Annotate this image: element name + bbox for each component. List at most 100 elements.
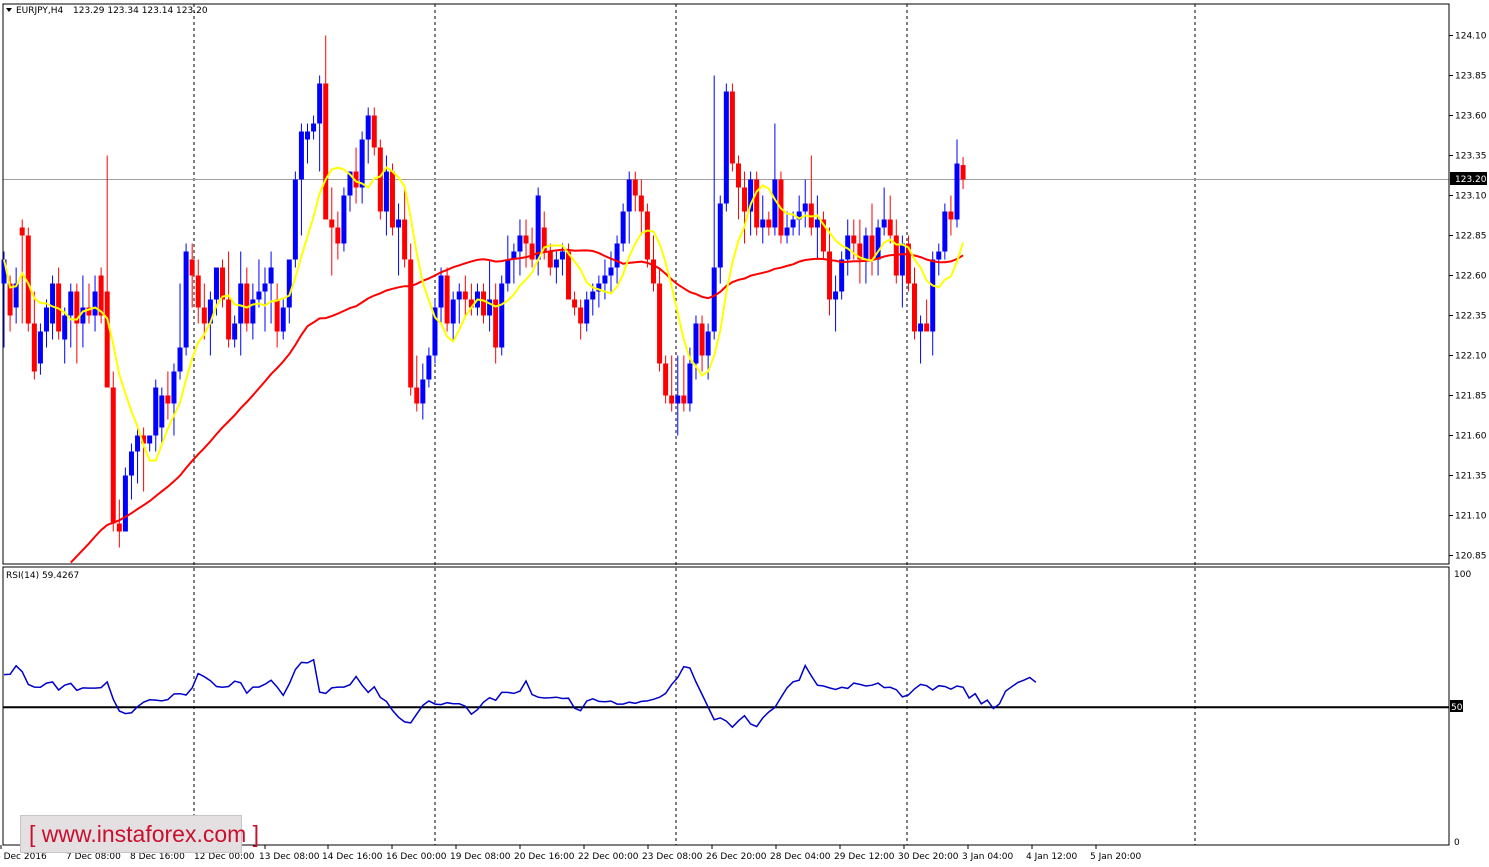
candle-body xyxy=(50,283,56,324)
time-tick-label: 23 Dec 08:00 xyxy=(642,852,703,862)
chart-dropdown-icon[interactable] xyxy=(6,8,12,12)
bearish-candle xyxy=(523,219,529,268)
candle-body xyxy=(195,275,201,308)
bullish-candle xyxy=(359,131,365,204)
candle-body xyxy=(705,331,711,356)
time-axis-ticks: 6 Dec 2016 7 Dec 08:00 8 Dec 16:00 12 Dec 0… xyxy=(0,845,1142,862)
time-tick-label: 30 Dec 20:00 xyxy=(898,852,959,862)
bearish-candle xyxy=(226,251,232,348)
bearish-candle xyxy=(766,211,772,236)
bearish-candle xyxy=(25,227,31,332)
price-tick-label: 121.85 xyxy=(1455,392,1487,402)
time-tick-label: 12 Dec 00:00 xyxy=(194,852,255,862)
candle-body xyxy=(347,171,353,196)
bearish-candle xyxy=(329,187,335,276)
candle-body xyxy=(19,227,25,236)
price-tick-label: 123.10 xyxy=(1455,192,1487,202)
bullish-candle xyxy=(286,259,292,324)
price-tick-label: 124.10 xyxy=(1455,32,1487,42)
candle-body xyxy=(104,291,110,388)
bullish-candle xyxy=(256,259,262,308)
bullish-candle xyxy=(590,283,596,316)
candle-body xyxy=(335,227,341,244)
bullish-candle xyxy=(171,363,177,436)
bullish-candle xyxy=(499,275,505,356)
bearish-candle xyxy=(669,355,675,412)
candle-body xyxy=(31,323,37,372)
bullish-candle xyxy=(511,243,517,284)
bearish-candle xyxy=(189,243,195,308)
bearish-candle xyxy=(335,211,341,260)
candle-body xyxy=(942,211,948,252)
bullish-candle xyxy=(450,291,456,340)
rsi-line xyxy=(3,658,1037,729)
candle-body xyxy=(493,299,499,348)
candle-body xyxy=(632,179,638,196)
bullish-candle xyxy=(505,235,511,292)
candle-body xyxy=(414,387,420,404)
candle-body xyxy=(341,195,347,244)
rsi-level-tag-bg xyxy=(1450,700,1463,712)
candle-body xyxy=(608,267,614,276)
candle-body xyxy=(268,267,274,284)
candle-body xyxy=(468,299,474,308)
candle-body xyxy=(887,219,893,236)
candle-body xyxy=(614,243,620,268)
candle-body xyxy=(450,299,456,324)
candle-body xyxy=(899,243,905,276)
bearish-candle xyxy=(699,315,705,372)
bearish-candle xyxy=(742,171,748,244)
bullish-candle xyxy=(13,267,19,324)
candle-body xyxy=(735,163,741,188)
bullish-candle xyxy=(153,379,159,452)
bearish-candle xyxy=(353,147,359,204)
candle-body xyxy=(541,227,547,252)
candle-body xyxy=(25,235,31,324)
bullish-candle xyxy=(135,427,141,484)
bearish-candle xyxy=(468,283,474,316)
candle-body xyxy=(566,251,572,300)
bullish-candle xyxy=(250,283,256,340)
price-panel-border xyxy=(2,3,1450,565)
candle-body xyxy=(98,275,104,316)
bullish-candle xyxy=(602,259,608,300)
bullish-candle xyxy=(159,387,165,444)
time-tick-label: 29 Dec 12:00 xyxy=(834,852,895,862)
bullish-candle xyxy=(784,211,790,244)
bearish-candle xyxy=(857,219,863,284)
candle-body xyxy=(420,379,426,404)
bullish-candle xyxy=(238,251,244,356)
price-axis-ticks: 124.10 123.85 123.60 123.35 123.10 122.85 122.… xyxy=(1449,32,1487,848)
candle-body xyxy=(396,219,402,228)
bearish-candle xyxy=(371,107,377,156)
bullish-candle xyxy=(839,251,845,300)
candle-body xyxy=(802,203,808,212)
bullish-candle xyxy=(92,275,98,332)
current-price-tag: 123.20 xyxy=(1455,175,1487,185)
price-tick-label: 122.10 xyxy=(1455,352,1487,362)
rsi-title: RSI(14) 59.4267 xyxy=(6,571,79,581)
bullish-candle xyxy=(899,235,905,308)
time-tick-label: 14 Dec 16:00 xyxy=(322,852,383,862)
candle-body xyxy=(226,299,232,340)
candle-body xyxy=(754,179,760,228)
candle-body xyxy=(43,307,49,332)
candle-body xyxy=(183,251,189,348)
candle-body xyxy=(814,219,820,228)
bearish-candle xyxy=(729,83,735,172)
candle-body xyxy=(578,307,584,324)
candle-body xyxy=(201,307,207,324)
bullish-candle xyxy=(863,227,869,284)
candle-body xyxy=(517,235,523,252)
candle-body xyxy=(280,307,286,332)
candle-body xyxy=(626,179,632,212)
time-tick-label: 4 Jan 12:00 xyxy=(1026,852,1078,862)
bullish-candle xyxy=(396,203,402,276)
bullish-candle xyxy=(292,171,298,268)
time-tick-label: 26 Dec 20:00 xyxy=(706,852,767,862)
candle-body xyxy=(918,323,924,332)
bullish-candle xyxy=(128,443,134,500)
bearish-candle xyxy=(86,283,92,324)
candle-body xyxy=(122,475,128,532)
candle-body xyxy=(274,299,280,332)
